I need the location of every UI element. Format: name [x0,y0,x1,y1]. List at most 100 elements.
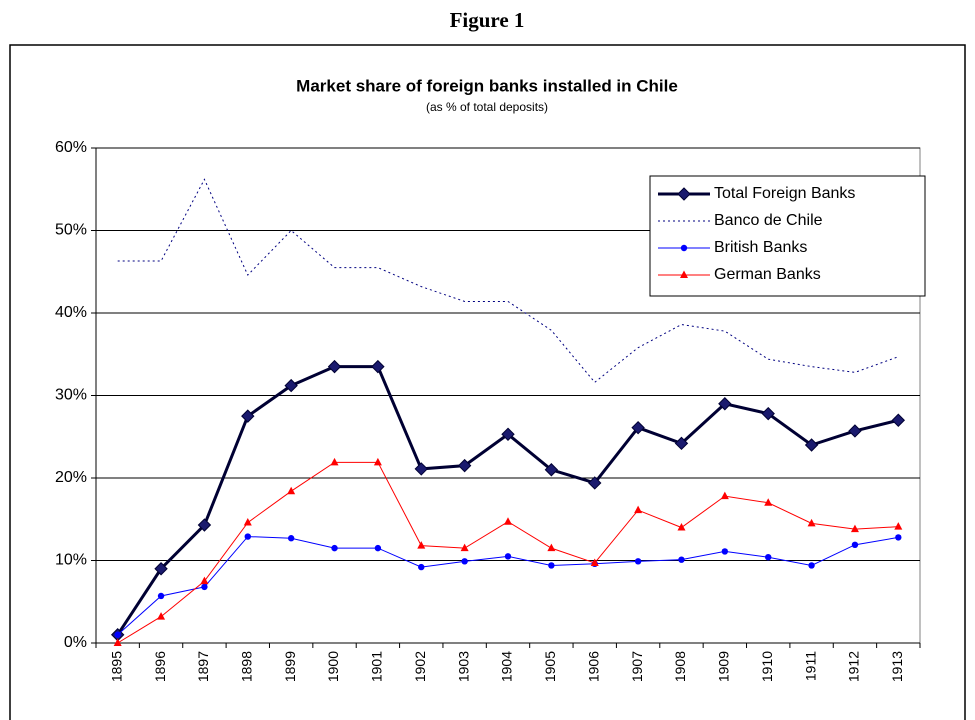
marker [284,378,298,393]
marker [327,359,342,374]
marker [721,548,729,555]
x-tick-label: 1906 [585,651,601,682]
marker [677,523,686,531]
legend-label: Banco de Chile [714,212,823,229]
chart-subtitle: (as % of total deposits) [426,100,548,114]
legend-label: German Banks [714,266,821,283]
marker [850,524,859,533]
marker [891,413,906,427]
marker [113,638,122,646]
marker [674,436,689,451]
marker [460,543,469,552]
y-tick-label: 20% [55,469,87,486]
legend [649,175,926,297]
marker [330,457,339,466]
marker [851,541,859,549]
series-line [117,536,899,636]
marker [544,463,559,477]
marker [807,518,816,527]
marker [287,486,296,495]
marker [501,427,515,441]
marker [547,543,556,552]
x-tick-label: 1912 [846,651,862,682]
marker [243,518,252,526]
y-tick-label: 60% [55,139,87,156]
marker [848,424,862,438]
marker [154,562,168,576]
marker [414,462,428,476]
marker [680,244,688,252]
marker [157,592,165,600]
marker [374,544,382,552]
legend-marker [680,270,688,278]
marker [504,553,512,560]
legend-marker [677,187,691,201]
figure-label: Figure 1 [450,8,525,32]
marker [678,556,685,563]
marker [895,534,902,541]
x-tick-label: 1907 [629,651,645,682]
marker [287,535,295,542]
x-tick-label: 1897 [195,651,211,682]
series-line [116,365,899,636]
legend-marker [680,244,688,252]
marker [761,406,775,421]
y-tick-label: 40% [55,304,87,321]
marker [631,420,645,435]
x-tick-label: 1904 [499,651,515,682]
marker [808,562,815,569]
marker [417,541,426,549]
marker [634,558,642,565]
marker [461,558,468,565]
x-tick-label: 1903 [455,651,471,682]
series-line [117,178,899,383]
marker [764,498,773,506]
x-tick-label: 1905 [542,651,558,682]
marker [590,558,599,566]
legend-label: British Banks [714,239,807,256]
x-tick-label: 1909 [716,651,732,682]
marker [588,476,602,490]
marker [634,505,643,514]
marker [244,533,251,540]
marker [680,270,688,278]
marker [373,457,382,466]
marker [765,554,772,561]
series-line [117,461,899,644]
x-tick-label: 1902 [412,651,428,682]
marker [201,583,208,591]
legend-label: Total Foreign Banks [714,185,855,202]
marker [677,187,691,201]
x-tick-label: 1910 [759,651,775,682]
x-tick-label: 1913 [889,651,905,682]
x-tick-label: 1899 [282,651,298,682]
x-tick-label: 1901 [369,651,385,682]
marker [418,563,425,571]
x-tick-label: 1911 [802,651,818,681]
marker [504,517,512,525]
x-tick-label: 1900 [325,651,341,682]
marker [157,612,166,620]
y-tick-label: 50% [55,222,87,239]
marker [197,518,212,532]
marker [371,359,385,374]
x-tick-label: 1895 [108,651,124,682]
y-tick-label: 10% [55,552,87,569]
marker [720,491,729,500]
marker [241,409,255,423]
frame [9,44,966,720]
y-tick-label: 0% [64,634,87,651]
x-tick-label: 1896 [152,651,168,682]
marker [457,458,472,473]
marker [718,397,732,411]
marker [331,544,338,552]
x-tick-label: 1898 [238,651,254,682]
marker [200,576,209,585]
chart-title: Market share of foreign banks installed … [296,76,678,95]
marker [114,631,121,638]
marker [804,438,819,452]
y-tick-label: 30% [55,387,87,404]
x-tick-label: 1908 [672,651,688,682]
marker [894,522,903,530]
